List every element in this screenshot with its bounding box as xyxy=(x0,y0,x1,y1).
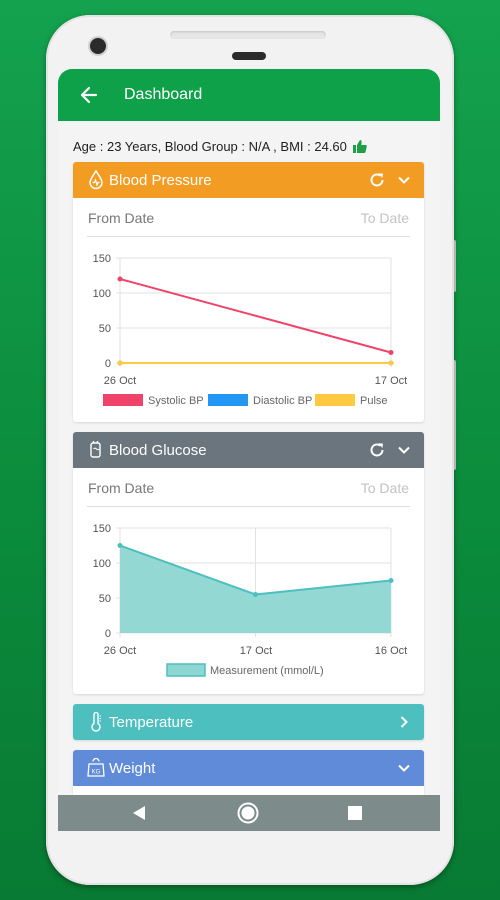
y-tick-label: 100 xyxy=(93,288,111,300)
y-tick-label: 100 xyxy=(93,558,111,570)
chevron-down-icon[interactable] xyxy=(397,761,411,775)
svg-text:KG: KG xyxy=(92,770,101,776)
side-button-lower xyxy=(452,360,456,470)
date-divider xyxy=(87,506,410,507)
legend-label-pulse: Pulse xyxy=(360,395,388,407)
x-tick-label: 17 Oct xyxy=(240,645,272,657)
x-tick-label: 26 Oct xyxy=(104,375,136,387)
legend-label-systolic: Systolic BP xyxy=(148,395,204,407)
temperature-card[interactable]: Temperature xyxy=(73,704,424,740)
data-point xyxy=(117,276,123,282)
blood-glucose-chart: 150 100 50 0 26 Oct 17 Oct 16 Oct Measur… xyxy=(93,523,408,677)
y-tick-label: 0 xyxy=(105,358,111,370)
blood-glucose-card: Blood Glucose From Date To Date 150 100 … xyxy=(73,432,424,694)
from-date-field[interactable]: From Date xyxy=(88,480,155,496)
chevron-right-icon[interactable] xyxy=(397,715,411,729)
data-point xyxy=(388,578,394,583)
chevron-down-icon[interactable] xyxy=(397,443,411,457)
from-date-field[interactable]: From Date xyxy=(88,210,155,226)
y-tick-label: 150 xyxy=(93,523,111,535)
x-tick-label: 26 Oct xyxy=(104,645,136,657)
y-tick-label: 50 xyxy=(99,323,111,335)
to-date-field[interactable]: To Date xyxy=(360,480,409,496)
temperature-header[interactable]: Temperature xyxy=(73,704,424,740)
back-arrow-icon[interactable] xyxy=(80,85,98,105)
nav-recents-icon[interactable] xyxy=(348,806,362,820)
legend-swatch-pulse[interactable] xyxy=(315,394,355,406)
data-point xyxy=(388,350,394,355)
temperature-title: Temperature xyxy=(109,714,194,731)
page-title: Dashboard xyxy=(124,86,203,103)
weight-header[interactable]: KG Weight xyxy=(73,750,424,786)
glucometer-icon xyxy=(90,441,101,458)
y-tick-label: 0 xyxy=(105,628,111,640)
blood-pressure-title: Blood Pressure xyxy=(109,172,212,189)
app-bar: Dashboard xyxy=(58,69,440,121)
blood-pressure-card: Blood Pressure From Date To Date 150 100… xyxy=(73,162,424,422)
blood-glucose-title: Blood Glucose xyxy=(109,442,207,459)
speaker-top xyxy=(170,31,326,39)
y-tick-label: 150 xyxy=(93,253,111,265)
thermometer-icon xyxy=(91,712,101,732)
weight-scale-icon: KG xyxy=(87,758,105,777)
android-nav-bar xyxy=(58,795,440,831)
chevron-down-icon[interactable] xyxy=(397,173,411,187)
screen: Dashboard Age : 23 Years, Blood Group : … xyxy=(58,69,440,831)
nav-back-icon[interactable] xyxy=(131,805,147,821)
blood-pressure-chart: 150 100 50 0 26 Oct 17 Oct Systolic BP D… xyxy=(93,253,408,407)
weight-card[interactable]: KG Weight xyxy=(73,750,424,795)
date-divider xyxy=(87,236,410,237)
legend-label-diastolic: Diastolic BP xyxy=(253,395,312,407)
data-point xyxy=(117,360,123,366)
profile-info: Age : 23 Years, Blood Group : N/A , BMI … xyxy=(73,139,367,154)
blood-glucose-header[interactable]: Blood Glucose xyxy=(73,432,424,468)
refresh-icon[interactable] xyxy=(369,172,385,188)
blood-drop-icon xyxy=(89,170,103,190)
data-point xyxy=(117,543,123,548)
legend-swatch-measurement[interactable] xyxy=(166,663,206,677)
thumbs-up-icon xyxy=(352,140,367,153)
camera xyxy=(90,38,106,54)
data-point xyxy=(253,592,258,597)
blood-pressure-header[interactable]: Blood Pressure xyxy=(73,162,424,198)
side-button-upper xyxy=(452,240,456,292)
nav-home-icon[interactable] xyxy=(237,802,259,824)
legend-swatch-systolic[interactable] xyxy=(103,394,143,406)
x-tick-label: 17 Oct xyxy=(375,375,407,387)
series-line-0 xyxy=(119,278,392,354)
y-tick-label: 50 xyxy=(99,593,111,605)
area-fill xyxy=(120,545,391,633)
data-point xyxy=(388,360,394,366)
legend-swatch-diastolic[interactable] xyxy=(208,394,248,406)
weight-title: Weight xyxy=(109,760,156,777)
dashboard-content[interactable]: Age : 23 Years, Blood Group : N/A , BMI … xyxy=(58,121,440,795)
to-date-field[interactable]: To Date xyxy=(360,210,409,226)
refresh-icon[interactable] xyxy=(369,442,385,458)
x-tick-label: 16 Oct xyxy=(375,645,407,657)
speaker-low xyxy=(232,52,266,60)
legend-label-measurement: Measurement (mmol/L) xyxy=(210,665,324,677)
profile-info-text: Age : 23 Years, Blood Group : N/A , BMI … xyxy=(73,139,347,154)
